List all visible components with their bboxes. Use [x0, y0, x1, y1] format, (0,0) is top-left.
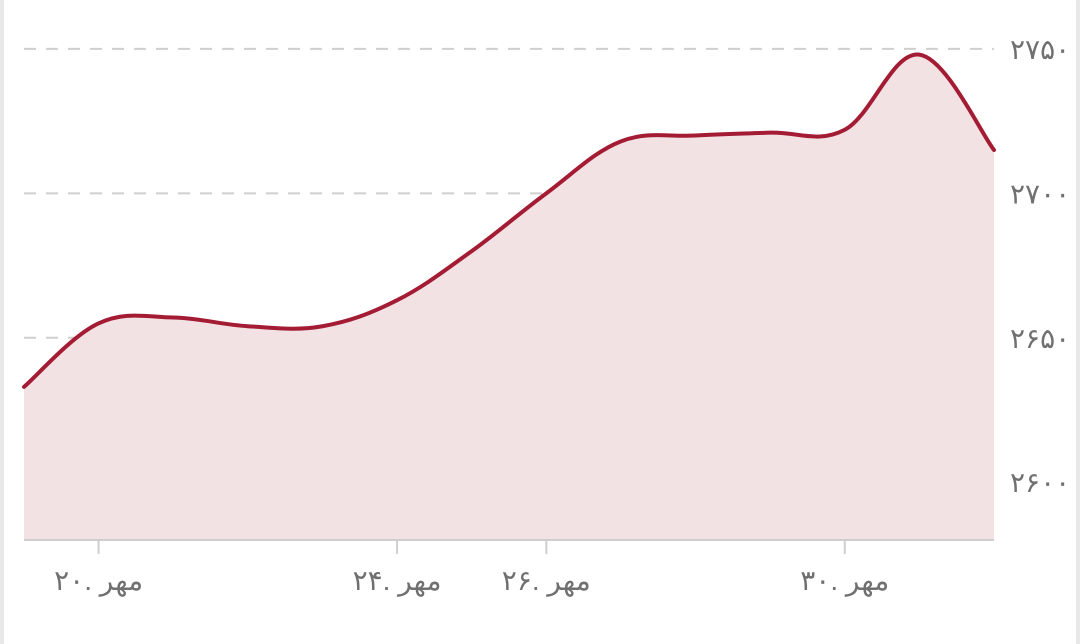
y-axis-label: ۲۷۵۰ — [1010, 34, 1070, 65]
x-axis-label: مهر .۲۶ — [502, 565, 591, 597]
x-axis-label: مهر .۲۰ — [54, 565, 143, 597]
y-axis-label: ۲۷۰۰ — [1010, 178, 1070, 209]
y-axis-label: ۲۶۰۰ — [1010, 467, 1070, 498]
y-axis-label: ۲۶۵۰ — [1010, 323, 1070, 354]
chart-svg: مهر .۲۰ مهر .۲۴ مهر .۲۶ مهر .۳۰ ۲۶۰۰ ۲۶۵۰ ۲۷۰۰… — [4, 0, 1076, 644]
x-axis-label: مهر .۳۰ — [800, 565, 889, 597]
x-axis-label: مهر .۲۴ — [353, 565, 442, 597]
price-chart: مهر .۲۰ مهر .۲۴ مهر .۲۶ مهر .۳۰ ۲۶۰۰ ۲۶۵۰ ۲۷۰۰… — [0, 0, 1080, 644]
